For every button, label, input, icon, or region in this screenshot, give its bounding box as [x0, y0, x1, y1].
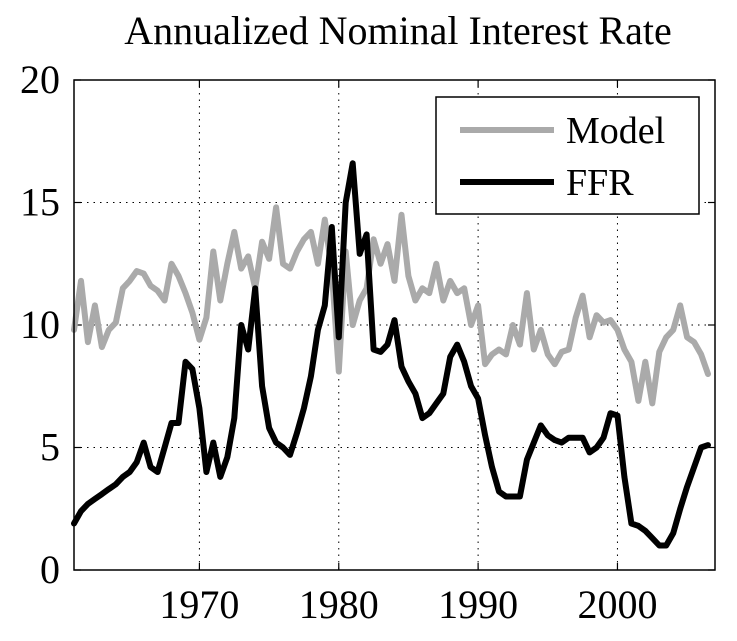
- x-tick-label: 2000: [577, 582, 657, 627]
- legend-label-ffr: FFR: [566, 162, 634, 204]
- y-axis-ticks: 0 5 10 15 20: [20, 57, 715, 592]
- y-tick-label: 5: [40, 425, 60, 470]
- chart-title: Annualized Nominal Interest Rate: [124, 8, 672, 53]
- series-lines: [71, 160, 711, 549]
- y-tick-label: 20: [20, 57, 60, 102]
- x-tick-label: 1980: [299, 582, 379, 627]
- y-tick-label: 10: [20, 302, 60, 347]
- x-tick-label: 1990: [438, 582, 518, 627]
- series-line-ffr: [71, 160, 711, 549]
- x-axis-ticks: 1970 1980 1990 2000: [159, 80, 657, 627]
- legend-label-model: Model: [566, 110, 665, 152]
- legend: Model FFR: [435, 96, 700, 215]
- series-line-model: [71, 204, 711, 407]
- y-tick-label: 15: [20, 180, 60, 225]
- y-tick-label: 0: [40, 547, 60, 592]
- legend-box: [435, 96, 700, 215]
- x-tick-label: 1970: [159, 582, 239, 627]
- plot-frame: [73, 79, 716, 571]
